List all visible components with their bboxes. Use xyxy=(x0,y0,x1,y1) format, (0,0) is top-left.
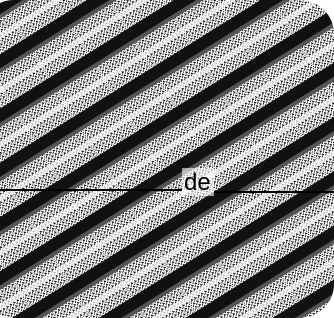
page: de (() => { const data = JSON.parse(docu… xyxy=(0,0,334,318)
image: de xyxy=(0,0,334,318)
label: de xyxy=(184,169,211,196)
texture xyxy=(0,0,334,318)
